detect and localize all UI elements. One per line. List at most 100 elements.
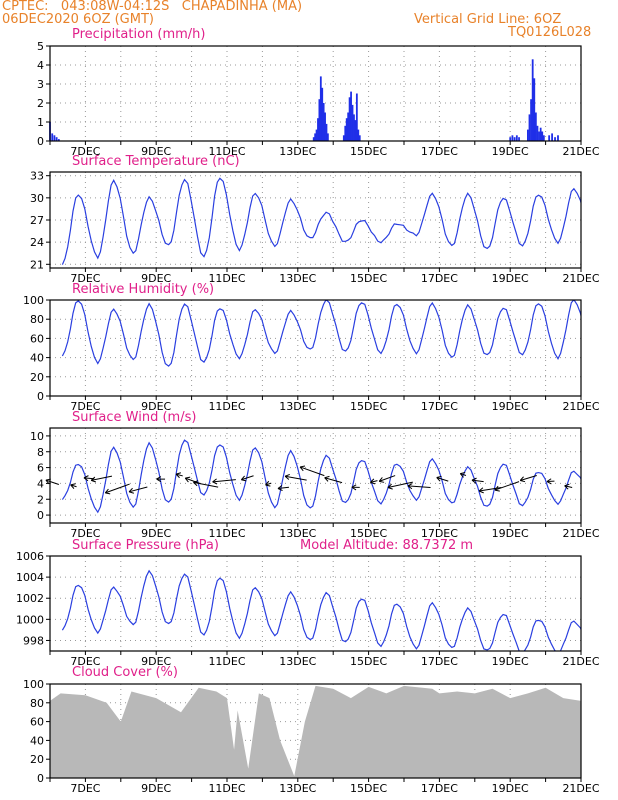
x-tick-label: 9DEC: [141, 272, 171, 285]
wind-arrow: [460, 473, 467, 476]
precip-bar: [557, 135, 559, 141]
precip-bar: [319, 76, 322, 141]
y-tick-label: 80: [30, 313, 44, 326]
panel-title-humidity: Relative Humidity (%): [72, 282, 215, 297]
y-tick-label: 100: [23, 294, 44, 307]
x-tick-label: 13DEC: [279, 145, 316, 158]
precip-bar: [314, 133, 317, 141]
header-date: 06DEC2020 6OZ (GMT): [2, 12, 154, 27]
y-tick-label: 40: [30, 734, 44, 747]
panel-title-wind: Surface Wind (m/s): [72, 410, 197, 425]
wind-arrow-head: [240, 475, 247, 482]
precip-bar: [538, 131, 540, 141]
x-tick-label: 17DEC: [421, 145, 458, 158]
y-tick-label: 24: [30, 236, 44, 249]
precip-bar: [348, 97, 351, 141]
wind-arrow-head: [70, 483, 76, 489]
panel-frame: [49, 555, 582, 652]
y-tick-label: 2: [37, 493, 44, 506]
x-tick-label: 15DEC: [350, 527, 387, 540]
x-tick-label: 19DEC: [492, 272, 529, 285]
wind-arrow: [185, 477, 201, 485]
y-tick-label: 10: [30, 430, 44, 443]
panel-title-cloud-cover: Cloud Cover (%): [72, 665, 178, 680]
wind-arrow: [265, 482, 272, 486]
x-tick-label: 21DEC: [562, 527, 599, 540]
wind-arrow: [277, 486, 290, 490]
x-tick-label: 9DEC: [141, 527, 171, 540]
y-tick-label: 4: [37, 59, 44, 72]
y-tick-label: 6: [37, 462, 44, 475]
x-tick-label: 9DEC: [141, 145, 171, 158]
wind-arrow: [407, 485, 431, 488]
x-tick-label: 13DEC: [279, 400, 316, 413]
precip-bar: [541, 131, 544, 141]
series-line: [61, 439, 581, 514]
precip-bar: [358, 135, 361, 141]
series-line: [61, 569, 581, 651]
header-model-id: TQ0126L028: [508, 25, 592, 40]
x-tick-label: 19DEC: [492, 145, 529, 158]
panel-title-temperature: Surface Temperature (nC): [72, 154, 240, 169]
panel-title-pressure: Surface Pressure (hPa): [72, 538, 219, 553]
precip-bar: [325, 123, 328, 141]
header-station: CPTEC: 043:08W-04:12S CHAPADINHA (MA): [2, 0, 303, 14]
series-line: [61, 300, 581, 367]
x-tick-label: 11DEC: [208, 272, 245, 285]
x-tick-label: 13DEC: [279, 272, 316, 285]
y-tick-label: 5: [37, 40, 44, 53]
wind-arrow-head: [299, 465, 306, 472]
x-tick-label: 21DEC: [562, 145, 599, 158]
precip-bar: [53, 135, 56, 141]
precip-bar: [509, 137, 512, 141]
y-tick-label: 4: [37, 477, 44, 490]
x-tick-label: 9DEC: [141, 782, 171, 795]
precip-bar: [342, 135, 345, 141]
series-line: [61, 177, 581, 265]
precip-bar: [548, 135, 551, 141]
x-tick-label: 11DEC: [208, 527, 245, 540]
precip-bar: [527, 129, 529, 141]
wind-arrow-head: [459, 472, 466, 478]
precip-bar: [350, 91, 352, 141]
precip-bar: [55, 137, 58, 141]
x-tick-label: 7DEC: [70, 655, 100, 668]
wind-arrow-head: [265, 480, 271, 487]
wind-arrow: [564, 485, 573, 488]
x-tick-label: 19DEC: [492, 527, 529, 540]
wind-arrow-head: [175, 472, 182, 479]
precip-bar: [357, 129, 360, 141]
y-tick-label: 8: [37, 446, 44, 459]
precip-bar: [534, 112, 537, 141]
precip-bar: [518, 137, 520, 141]
precip-bar: [51, 133, 54, 141]
precip-bar: [312, 137, 315, 141]
y-tick-label: 60: [30, 332, 44, 345]
x-tick-label: 19DEC: [492, 655, 529, 668]
precip-bar: [351, 104, 354, 141]
precip-bar: [530, 99, 532, 141]
x-tick-label: 21DEC: [562, 782, 599, 795]
x-tick-label: 21DEC: [562, 655, 599, 668]
wind-arrow-head: [128, 487, 135, 494]
wind-arrow-head: [519, 476, 526, 483]
y-tick-label: 1: [37, 116, 44, 129]
panel-frame: [49, 299, 582, 397]
wind-arrow: [128, 486, 148, 493]
precip-bar: [554, 137, 556, 141]
precip-bar: [321, 87, 324, 141]
y-tick-label: 27: [30, 214, 44, 227]
y-tick-label: 0: [37, 135, 44, 148]
precip-bar: [551, 133, 553, 141]
wind-arrow: [105, 483, 130, 494]
x-tick-label: 17DEC: [421, 272, 458, 285]
precip-bar: [345, 118, 348, 141]
wind-arrow-head: [90, 476, 97, 483]
x-tick-label: 7DEC: [70, 400, 100, 413]
x-tick-label: 11DEC: [208, 655, 245, 668]
y-tick-label: 2: [37, 97, 44, 110]
precip-bar: [536, 125, 539, 141]
wind-arrow-head: [564, 483, 570, 490]
wind-arrow-head: [83, 475, 89, 482]
y-tick-label: 100: [23, 678, 44, 691]
